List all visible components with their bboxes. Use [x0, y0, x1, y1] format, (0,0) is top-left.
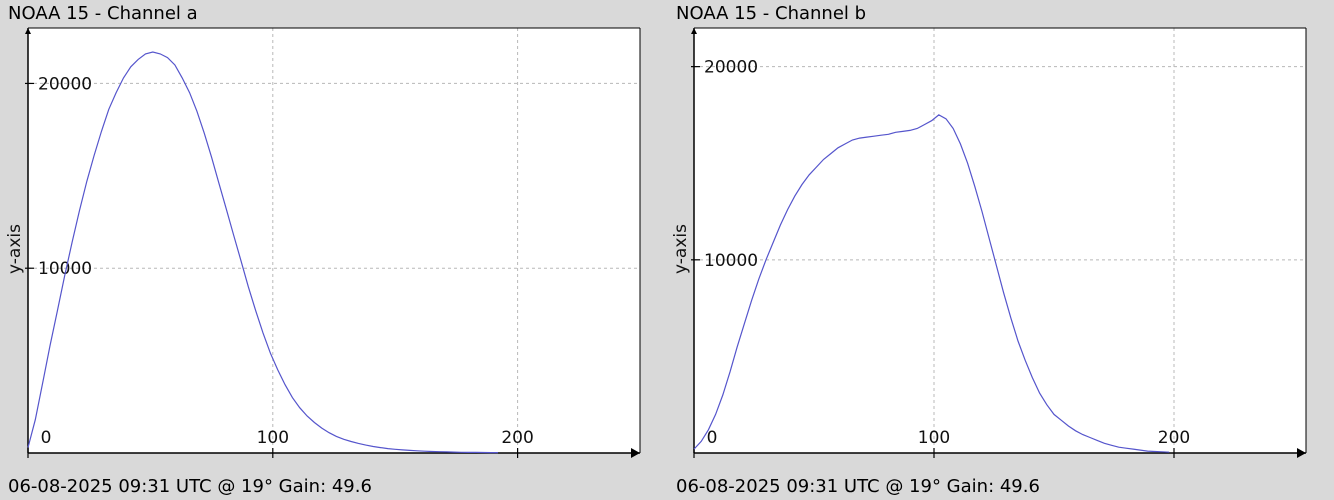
chart-channel-b: 0 100 200 10000 20000 y-axis — [671, 27, 1307, 458]
chart-channel-a: 0 100 200 10000 20000 y-axis — [5, 27, 641, 458]
chart-footer-channel-a: 06-08-2025 09:31 UTC @ 19° Gain: 49.6 — [8, 476, 372, 497]
plot-area — [694, 28, 1306, 453]
series-line — [693, 114, 1170, 453]
plot-area — [28, 28, 640, 453]
y-axis-label: y-axis — [671, 224, 691, 274]
y-axis-label: y-axis — [5, 224, 25, 274]
y-tick-label: 10000 — [704, 251, 758, 271]
x-tick-label: 0 — [41, 428, 52, 448]
x-axis-arrow-icon — [631, 448, 640, 458]
y-axis-arrow-icon — [25, 28, 31, 34]
chart-title-channel-a: NOAA 15 - Channel a — [8, 3, 198, 24]
y-tick-label: 20000 — [38, 74, 92, 94]
y-tick-label: 20000 — [704, 58, 758, 78]
x-axis-arrow-icon — [1297, 448, 1306, 458]
series-line — [27, 51, 498, 454]
x-tick-label: 200 — [501, 428, 533, 448]
y-axis-arrow-icon — [691, 28, 697, 34]
chart-title-channel-b: NOAA 15 - Channel b — [676, 3, 867, 24]
x-tick-label: 0 — [707, 428, 718, 448]
x-tick-label: 100 — [918, 428, 950, 448]
y-tick-label: 10000 — [38, 259, 92, 279]
x-tick-label: 200 — [1158, 428, 1190, 448]
chart-footer-channel-b: 06-08-2025 09:31 UTC @ 19° Gain: 49.6 — [676, 476, 1040, 497]
x-tick-label: 100 — [257, 428, 289, 448]
